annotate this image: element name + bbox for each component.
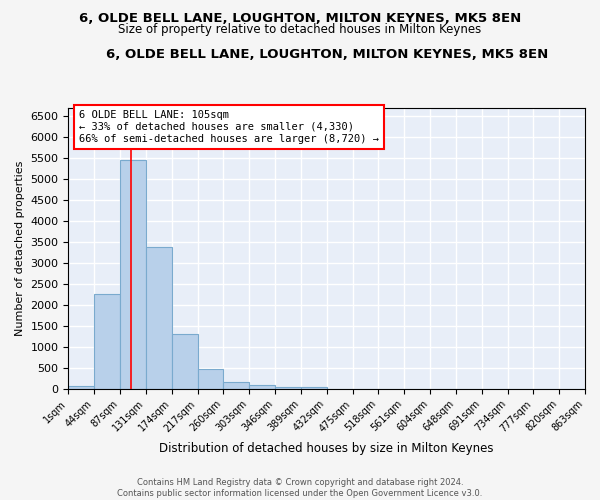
Bar (223, 382, 249, 389)
Bar (301, 386, 327, 389)
Bar (94, 294, 120, 389)
Bar (120, 160, 146, 389)
Text: 6, OLDE BELL LANE, LOUGHTON, MILTON KEYNES, MK5 8EN: 6, OLDE BELL LANE, LOUGHTON, MILTON KEYN… (79, 12, 521, 26)
Text: Contains HM Land Registry data © Crown copyright and database right 2024.
Contai: Contains HM Land Registry data © Crown c… (118, 478, 482, 498)
Title: 6, OLDE BELL LANE, LOUGHTON, MILTON KEYNES, MK5 8EN: 6, OLDE BELL LANE, LOUGHTON, MILTON KEYN… (106, 48, 548, 60)
Text: 6 OLDE BELL LANE: 105sqm
← 33% of detached houses are smaller (4,330)
66% of sem: 6 OLDE BELL LANE: 105sqm ← 33% of detach… (79, 110, 379, 144)
Y-axis label: Number of detached properties: Number of detached properties (15, 160, 25, 336)
Bar (197, 369, 223, 389)
X-axis label: Distribution of detached houses by size in Milton Keynes: Distribution of detached houses by size … (160, 442, 494, 455)
Bar (68, 386, 94, 389)
Bar (249, 385, 275, 389)
Bar (146, 247, 172, 389)
Text: Size of property relative to detached houses in Milton Keynes: Size of property relative to detached ho… (118, 22, 482, 36)
Bar (172, 334, 197, 389)
Bar (275, 386, 301, 389)
